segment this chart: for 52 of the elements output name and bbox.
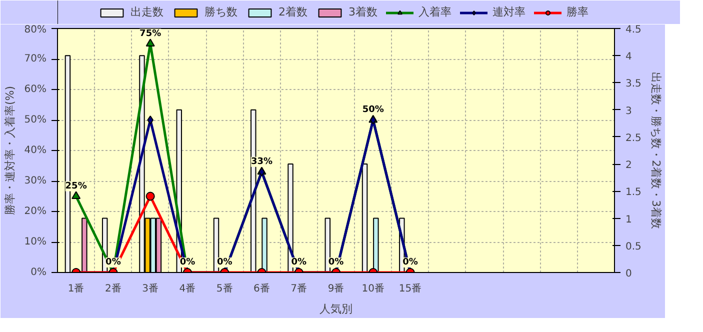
point [72,191,81,200]
legend-label: 2着数 [278,4,308,20]
x-tick-label: 10番 [362,282,385,294]
x-tick-label: 7番 [290,282,308,294]
x-tick-label: 9番 [328,282,344,294]
data-label: 0% [180,258,196,268]
point [147,116,154,124]
y-tick-label: 30% [24,176,47,186]
x-tick-label: 2番 [105,282,122,294]
x-tick-label: 5番 [216,282,233,294]
y2-tick-label: 3 [626,106,632,117]
y2-tick-label: 4.5 [626,24,642,36]
data-label: 0% [328,258,344,268]
data-label: 25% [65,181,87,192]
y-tick-label: 50% [24,114,47,126]
legend-label: 勝率 [566,4,588,20]
legend-label: 勝ち数 [204,4,238,20]
y-tick-label: 60% [24,84,47,95]
data-label: 33% [250,156,273,167]
y2-axis-title: 出走数・勝ち数・2着数・3着数 [649,72,662,229]
data-label: 0% [402,258,418,268]
y2-tick-label: 1 [626,214,632,226]
y-tick-label: 40% [24,145,47,156]
y-axis-title: 勝率・連対率・入着率(%) [3,86,16,216]
y2-tick-label: 2 [626,160,632,172]
x-tick-label: 4番 [179,282,196,294]
data-label: 0% [106,258,121,268]
data-label: 0% [291,258,307,268]
legend-label: 3着数 [348,4,378,20]
point [146,192,155,201]
x-tick-label: 3番 [142,282,159,294]
y2-tick-label: 1.5 [626,187,642,198]
y-tick-label: 20% [24,206,47,217]
x-tick-label: 1番 [68,282,84,294]
legend-label: 連対率 [492,4,526,20]
data-label: 75% [140,28,162,39]
y2-tick-label: 0.5 [626,241,642,252]
data-label: 0% [216,258,232,268]
y-tick-label: 70% [24,54,47,64]
y-tick-label: 0% [30,267,47,278]
y2-tick-label: 4 [626,52,632,63]
x-tick-label: 6番 [254,282,270,294]
x-tick-label: 15番 [398,282,422,294]
legend-label: 出走数 [130,4,164,20]
y-tick-label: 10% [24,236,47,248]
y2-tick-label: 3.5 [626,78,642,90]
legend-label: 入着率 [418,4,452,20]
y2-tick-label: 0 [626,268,632,280]
y-tick-label: 80% [24,24,47,36]
data-label: 50% [362,105,384,115]
x-axis-title: 人気別 [320,302,352,316]
y2-tick-label: 2.5 [626,132,642,144]
